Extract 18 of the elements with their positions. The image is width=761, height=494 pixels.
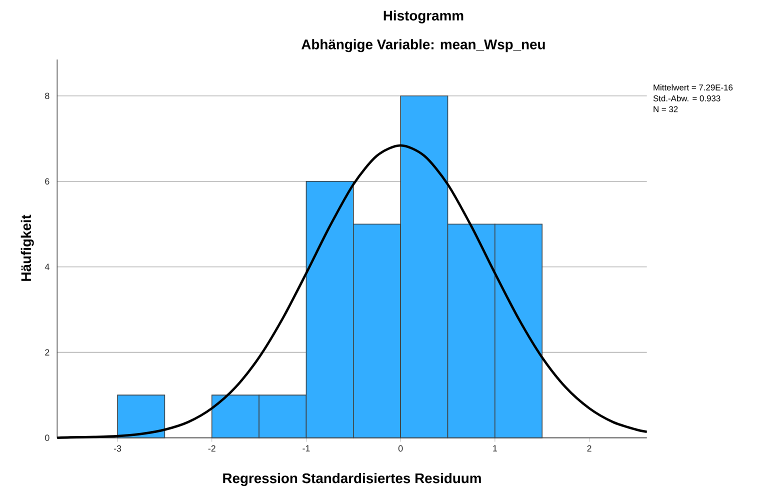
y-tick-label: 8 <box>45 92 50 99</box>
y-tick-label: 0 <box>45 434 50 441</box>
y-tick-label: 4 <box>44 264 50 270</box>
text: N = 32 <box>654 106 678 112</box>
y-tick-label: 2 <box>45 349 50 356</box>
x-tick-label: 1 <box>493 445 497 452</box>
x-tick-label: -3 <box>114 445 122 452</box>
chart-title: Histogramm <box>384 10 464 24</box>
y-axis-title: Häufigkeit <box>20 214 34 281</box>
x-tick-label: 0 <box>398 445 403 452</box>
y-tick-label: 6 <box>45 178 50 184</box>
text: Mittelwert = 7.29E-16 <box>654 84 733 90</box>
x-tick-label: 2 <box>587 445 592 452</box>
x-tick-label: -1 <box>302 445 310 452</box>
x-axis-title: Regression Standardisiertes Residuum <box>223 472 481 486</box>
x-tick-label: -2 <box>208 445 216 452</box>
text: Std.-Abw. = 0.933 <box>653 94 720 102</box>
chart-subtitle: Abhängige Variable: mean_Wsp_neu <box>302 38 545 52</box>
